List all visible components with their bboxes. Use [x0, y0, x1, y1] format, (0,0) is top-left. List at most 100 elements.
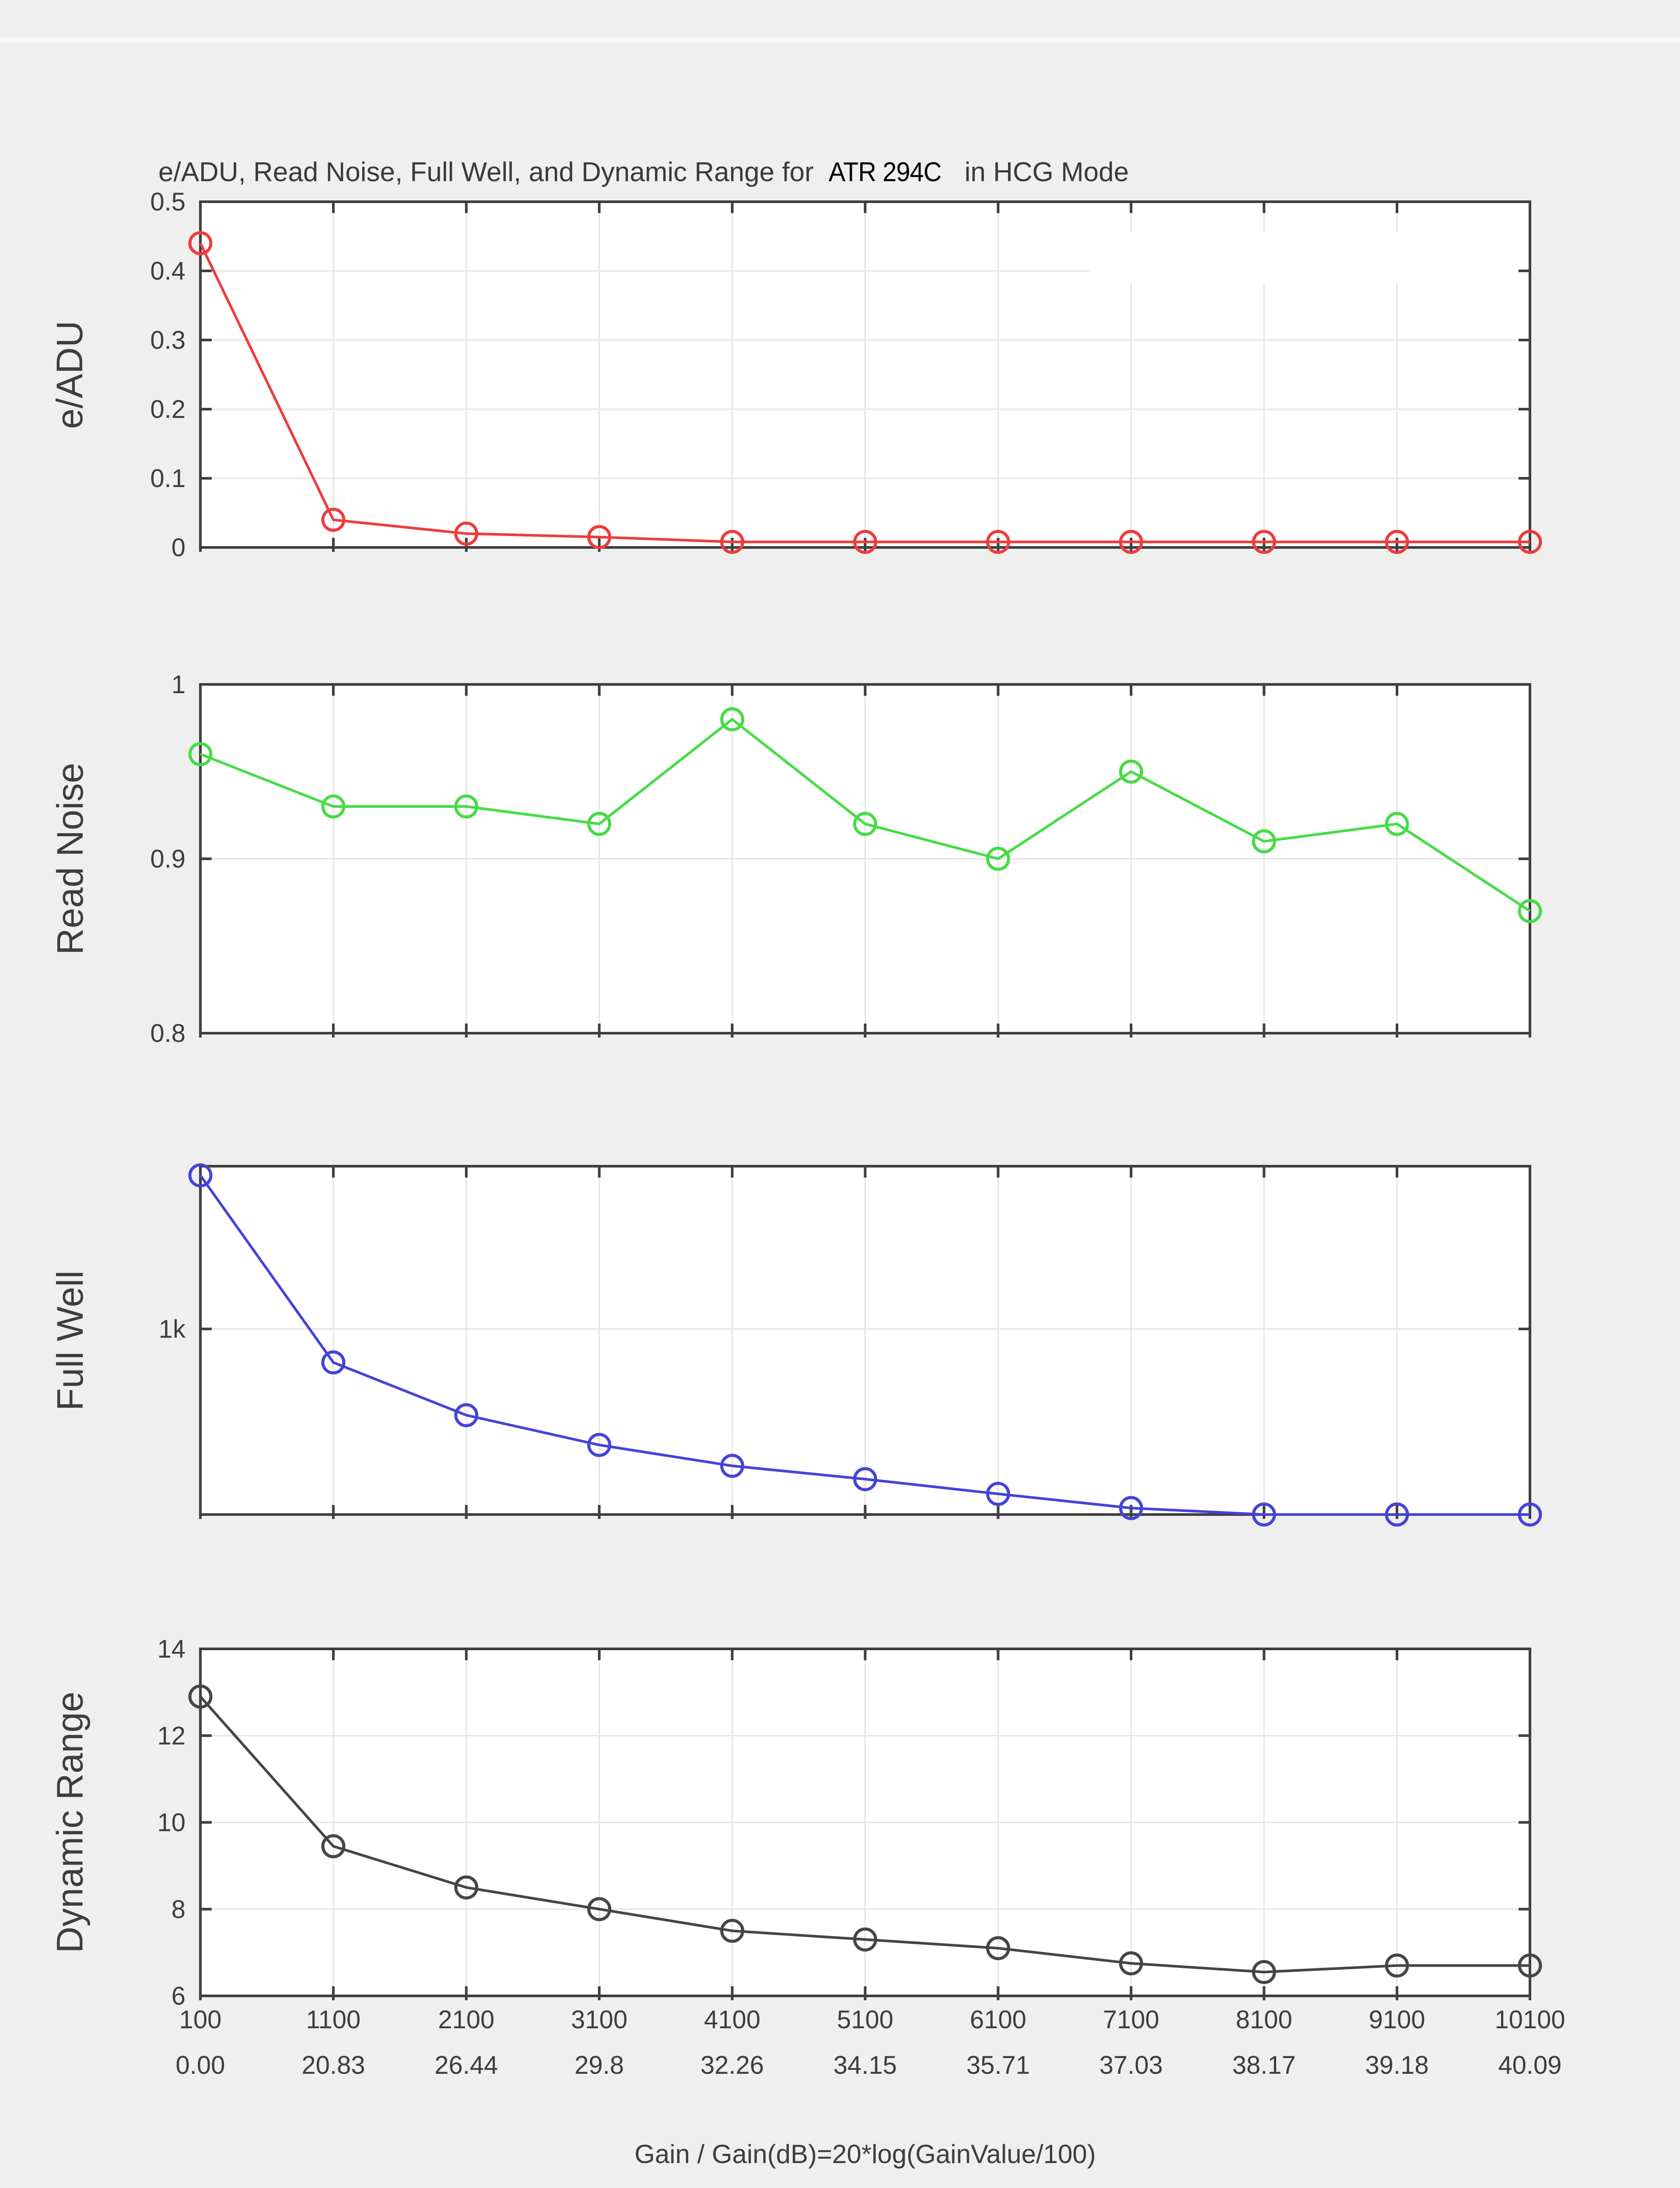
data-point-marker — [1385, 1502, 1409, 1527]
data-point-marker — [853, 529, 877, 554]
data-point-marker — [720, 1918, 745, 1943]
series-line — [200, 718, 1531, 912]
figure-title-suffix: in HCG Mode — [964, 157, 1129, 187]
x-tick-label-gain-db: 39.18 — [1365, 2051, 1429, 2079]
data-point-marker — [1119, 529, 1143, 554]
figure-title: e/ADU, Read Noise, Full Well, and Dynami… — [158, 157, 1129, 188]
data-point-marker — [1518, 1502, 1542, 1527]
series-line — [199, 1175, 1530, 1516]
data-point-marker — [1518, 899, 1542, 923]
y-axis-label-read-noise: Read Noise — [49, 763, 91, 955]
data-point-marker — [454, 521, 479, 546]
data-point-marker — [986, 847, 1010, 871]
data-point-marker — [1119, 1951, 1143, 1976]
x-axis-title: Gain / Gain(dB)=20*log(GainValue/100) — [634, 2139, 1096, 2169]
data-point-marker — [986, 1936, 1010, 1960]
y-tick-label: 1k — [159, 1315, 186, 1343]
y-axis-label-dynamic-range: Dynamic Range — [49, 1691, 91, 1953]
data-point-marker — [1252, 1502, 1276, 1527]
y-tick-label: 10 — [157, 1809, 186, 1837]
y-tick-label: 0.8 — [150, 1019, 186, 1048]
x-tick-label-gain: 100 — [179, 2006, 222, 2034]
x-tick-label-gain-db: 38.17 — [1232, 2051, 1296, 2079]
data-point-marker — [454, 794, 479, 819]
window-edge-band — [0, 38, 1680, 42]
panel-read-noise: Read Noise 0.8 0.9 1 — [49, 670, 1542, 1048]
x-tick-label-gain-db: 37.03 — [1099, 2051, 1163, 2079]
x-tick-label-gain-db: 32.26 — [700, 2051, 764, 2079]
x-tick-label-gain: 4100 — [704, 2006, 761, 2034]
series-line — [199, 1696, 1530, 1974]
y-tick-label: 6 — [172, 1982, 186, 2010]
data-point-marker — [188, 1163, 213, 1188]
y-tick-label: 0.4 — [150, 257, 186, 285]
panel-dynamic-range: Dynamic Range 6 8 10 12 14 — [49, 1635, 1542, 2010]
x-tick-label-gain: 8100 — [1236, 2006, 1292, 2034]
y-tick-label: 0.9 — [150, 845, 186, 873]
x-tick-label-gain: 2100 — [438, 2006, 495, 2034]
plot-area-e-adu: 0 0.1 0.2 0.3 0.4 0.5 — [150, 188, 1542, 562]
figure-title-prefix: e/ADU, Read Noise, Full Well, and Dynami… — [158, 157, 814, 187]
y-tick-label: 0.1 — [150, 464, 186, 493]
data-point-marker — [454, 1875, 479, 1900]
data-point-marker — [720, 529, 745, 554]
data-point-marker — [188, 742, 213, 766]
panel-full-well: Full Well 1k — [49, 1163, 1542, 1527]
data-point-marker — [587, 1897, 612, 1922]
y-tick-label: 12 — [157, 1722, 186, 1750]
data-point-marker — [188, 1684, 213, 1709]
y-tick-label: 8 — [172, 1895, 186, 1924]
x-tick-label-gain: 1100 — [306, 2006, 361, 2034]
data-point-marker — [720, 1454, 745, 1478]
y-axis-label-full-well: Full Well — [49, 1270, 91, 1411]
data-point-marker — [1385, 1953, 1409, 1978]
plot-area-read-noise: 0.8 0.9 1 — [150, 670, 1542, 1048]
data-point-marker — [1119, 1496, 1143, 1520]
data-point-marker — [853, 812, 877, 836]
y-tick-label: 14 — [157, 1635, 186, 1663]
data-point-marker — [188, 231, 213, 256]
series-line — [199, 242, 1530, 543]
data-point-marker — [986, 1482, 1010, 1506]
x-tick-label-gain: 9100 — [1368, 2006, 1425, 2034]
y-tick-label: 0.2 — [150, 395, 186, 424]
y-tick-label: 1 — [172, 670, 186, 699]
data-point-marker — [720, 707, 745, 732]
data-point-marker — [587, 525, 612, 549]
data-point-marker — [1518, 1953, 1542, 1978]
y-tick-label: 0.3 — [150, 326, 186, 354]
data-point-marker — [321, 794, 346, 819]
data-point-marker — [853, 1927, 877, 1952]
data-point-marker — [1252, 829, 1276, 854]
x-axis-tick-labels: 100 0.00 1100 20.83 2100 26.44 3100 29.8 4100 32.… — [176, 2005, 1565, 2106]
y-axis-label-e-adu: e/ADU — [49, 320, 91, 429]
data-point-marker — [321, 1834, 346, 1858]
data-point-marker — [587, 812, 612, 836]
x-tick-label-gain-db: 40.09 — [1498, 2051, 1562, 2079]
x-tick-label-gain-db: 35.71 — [966, 2051, 1030, 2079]
data-point-marker — [321, 1350, 346, 1375]
plot-area-full-well: 1k — [159, 1163, 1542, 1527]
x-tick-label-gain: 6100 — [970, 2006, 1026, 2034]
data-point-marker — [853, 1467, 877, 1491]
data-point-marker — [1385, 529, 1409, 554]
x-tick-label-gain-db: 20.83 — [301, 2051, 365, 2079]
y-tick-label: 0.5 — [150, 188, 186, 216]
x-tick-label-gain: 3100 — [571, 2006, 628, 2034]
x-tick-label-gain-db: 0.00 — [175, 2051, 225, 2079]
data-point-marker — [1518, 529, 1542, 554]
data-point-marker — [1252, 529, 1276, 554]
whiteout-patch — [1089, 232, 1528, 283]
data-point-marker — [1385, 812, 1409, 836]
x-tick-label-gain-db: 34.15 — [833, 2051, 897, 2079]
camera-name: ATR 294C — [828, 157, 942, 187]
y-tick-label: 0 — [172, 533, 186, 562]
panel-e-adu: e/ADU 0 0.1 0.2 0.3 0.4 0.5 — [49, 188, 1542, 562]
data-point-marker — [1119, 759, 1143, 784]
x-tick-label-gain: 10100 — [1494, 2006, 1565, 2034]
data-point-marker — [321, 508, 346, 532]
x-tick-label-gain: 7100 — [1102, 2006, 1159, 2034]
x-tick-label-gain-db: 29.8 — [574, 2051, 624, 2079]
data-point-marker — [454, 1403, 479, 1427]
